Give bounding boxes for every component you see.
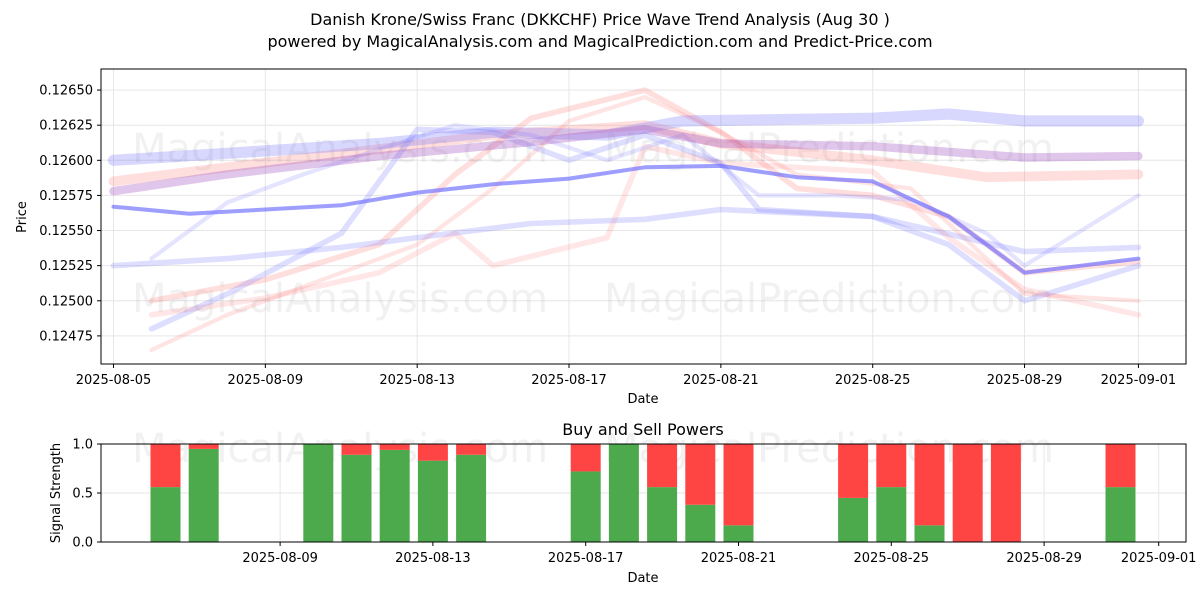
signal-y-tick-label: 1.0 [72, 438, 93, 453]
price-plot-frame [100, 68, 1187, 365]
price-y-axis-label: Price [15, 201, 30, 233]
buy-power-bar [876, 487, 907, 542]
price-y-ticks: 0.12475 0.12500 0.12525 0.12550 0.12575 0.126… [39, 84, 101, 344]
sell-power-bar [456, 444, 487, 455]
signal-y-axis-label: Signal Strength [49, 443, 64, 543]
buy-power-bar [379, 449, 410, 542]
signal-y-ticks: 0.0 0.5 1.0 [72, 438, 101, 551]
price-y-tick-label: 0.12575 [39, 189, 93, 204]
buy-power-bar [456, 454, 487, 542]
signal-chart-title: Buy and Sell Powers [562, 420, 724, 439]
signal-y-tick-label: 0.5 [72, 487, 93, 502]
sell-power-bar [417, 444, 448, 461]
price-x-tick-label: 2025-08-09 [228, 373, 304, 388]
signal-x-tick-label: 2025-08-25 [854, 551, 930, 566]
watermark-prediction: MagicalPrediction.com [604, 126, 1054, 172]
buy-power-bar [150, 487, 181, 542]
sell-power-bar [341, 444, 372, 455]
blue-wave-band-5 [107, 108, 1144, 166]
blue-wave-band-6 [148, 126, 1142, 332]
buy-power-bar [570, 471, 601, 542]
sell-power-bar [914, 444, 945, 526]
price-y-tick-label: 0.12500 [39, 294, 93, 309]
signal-y-tick-label: 0.0 [72, 536, 93, 551]
buy-power-bar [723, 525, 754, 542]
price-x-ticks: 2025-08-05 2025-08-09 2025-08-13 2025-08-17… [76, 364, 1176, 388]
blue-wave-band-4 [110, 206, 1142, 269]
price-wave-series [107, 87, 1144, 353]
sell-power-bar [723, 444, 754, 526]
price-x-axis-label: Date [627, 392, 658, 407]
signal-x-tick-label: 2025-08-13 [395, 551, 471, 566]
sell-power-bar [570, 444, 601, 472]
price-y-tick-label: 0.12650 [39, 84, 93, 99]
buy-power-bar [685, 504, 716, 542]
buy-power-bar [1105, 487, 1136, 542]
blue-wave-band-7 [149, 123, 1141, 268]
chart-title-line2: powered by MagicalAnalysis.com and Magic… [267, 32, 933, 51]
price-x-tick-label: 2025-08-29 [987, 373, 1063, 388]
buy-power-bar [341, 454, 372, 542]
signal-x-tick-label: 2025-08-17 [548, 551, 624, 566]
signal-x-tick-label: 2025-08-09 [242, 551, 318, 566]
price-x-tick-label: 2025-08-05 [76, 373, 152, 388]
signal-bars [150, 444, 1136, 542]
buy-power-bar [608, 444, 639, 542]
sell-power-bar [952, 444, 983, 542]
price-y-tick-label: 0.12525 [39, 259, 93, 274]
price-y-tick-label: 0.12625 [39, 119, 93, 134]
watermark-analysis: MagicalAnalysis.com [132, 126, 548, 172]
sell-power-bar [838, 444, 869, 498]
sell-power-bar [150, 444, 181, 488]
red-wave-band-0 [108, 120, 1144, 187]
sell-power-bar [188, 444, 219, 449]
sell-power-bar [685, 444, 716, 505]
buy-power-bar [914, 525, 945, 542]
signal-x-ticks: 2025-08-09 2025-08-13 2025-08-17 2025-08-21… [242, 542, 1196, 566]
chart-title-line1: Danish Krone/Swiss Franc (DKKCHF) Price … [310, 10, 890, 29]
price-y-tick-label: 0.12550 [39, 224, 93, 239]
price-y-tick-label: 0.12600 [39, 154, 93, 169]
price-x-tick-label: 2025-08-13 [379, 373, 455, 388]
buy-power-bar [417, 460, 448, 542]
price-x-tick-label: 2025-08-21 [683, 373, 759, 388]
price-x-tick-label: 2025-08-25 [835, 373, 911, 388]
signal-x-tick-label: 2025-08-29 [1006, 551, 1082, 566]
watermark-group: MagicalAnalysis.com MagicalPrediction.co… [132, 126, 1054, 322]
signal-x-tick-label: 2025-08-21 [701, 551, 777, 566]
sell-power-bar [647, 444, 678, 488]
buy-power-bar [647, 487, 678, 542]
price-x-tick-label: 2025-09-01 [1101, 373, 1177, 388]
watermark-analysis-2: MagicalAnalysis.com [132, 276, 548, 322]
sell-power-bar [990, 444, 1021, 542]
signal-x-tick-label: 2025-09-01 [1121, 551, 1197, 566]
price-x-tick-label: 2025-08-17 [531, 373, 607, 388]
price-grid [101, 69, 1186, 364]
sell-power-bar [876, 444, 907, 488]
blue-wave-band-8 [111, 163, 1141, 275]
price-y-tick-label: 0.12475 [39, 329, 93, 344]
buy-power-bar [838, 497, 869, 542]
watermark-prediction-2: MagicalPrediction.com [604, 276, 1054, 322]
purple-wave-band-9 [109, 125, 1143, 196]
sell-power-bar [1105, 444, 1136, 488]
buy-power-bar [188, 448, 219, 542]
signal-x-axis-label: Date [627, 571, 658, 586]
red-wave-band-2 [149, 95, 1141, 353]
sell-power-bar [379, 444, 410, 450]
red-wave-band-3 [148, 143, 1142, 318]
buy-power-bar [303, 444, 334, 542]
